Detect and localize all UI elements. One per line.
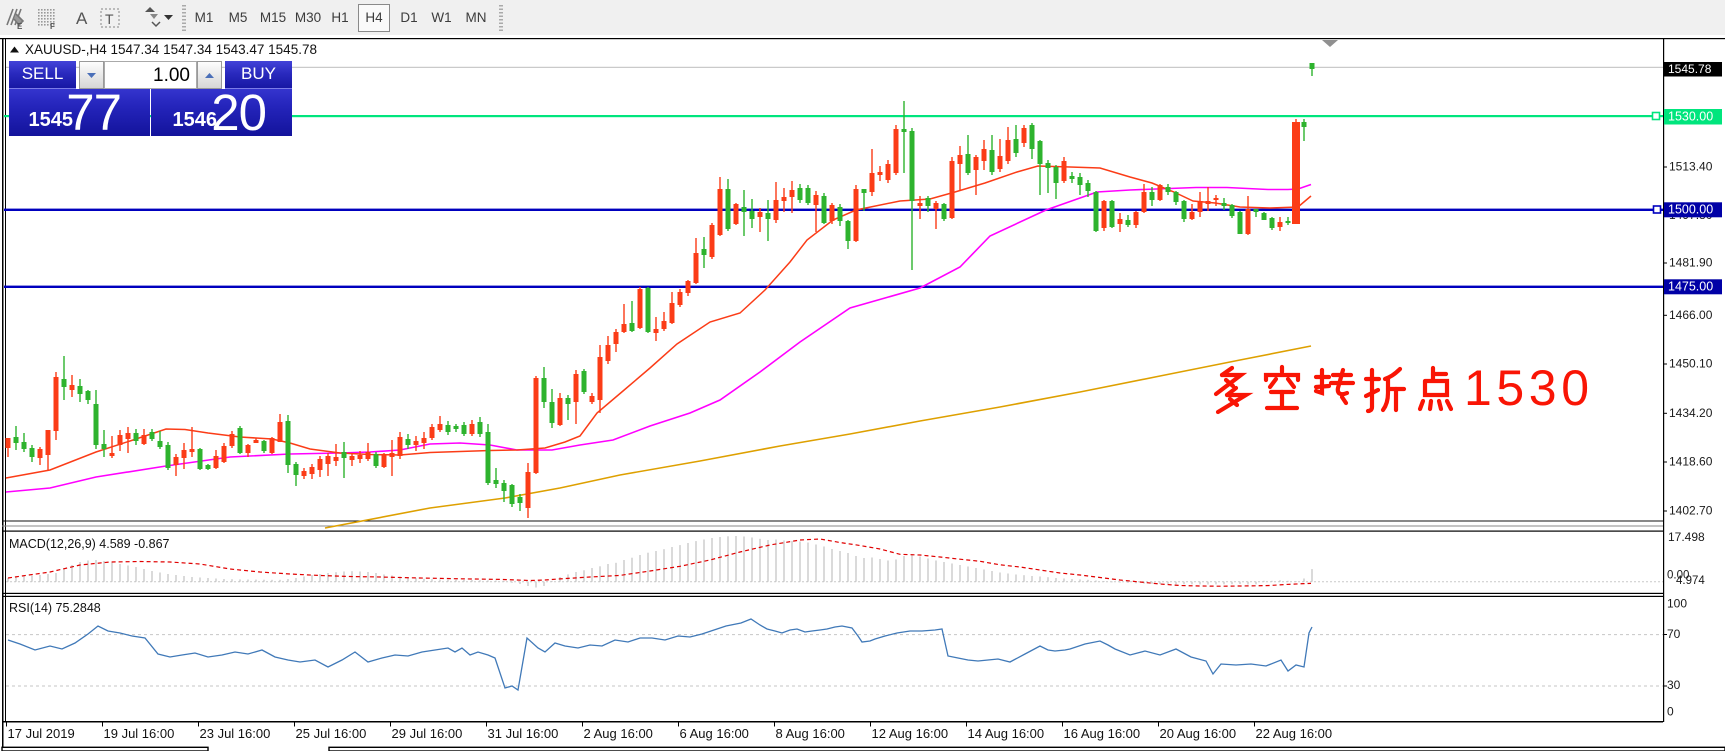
svg-text:1418.60: 1418.60	[1669, 455, 1713, 469]
svg-text:4.974: 4.974	[1676, 575, 1705, 587]
svg-text:30: 30	[1667, 678, 1681, 692]
svg-text:2 Aug 16:00: 2 Aug 16:00	[584, 726, 653, 741]
svg-text:12 Aug 16:00: 12 Aug 16:00	[872, 726, 949, 741]
svg-text:29 Jul 16:00: 29 Jul 16:00	[392, 726, 463, 741]
svg-text:1530.00: 1530.00	[1668, 110, 1713, 124]
svg-text:1434.20: 1434.20	[1669, 406, 1713, 420]
svg-text:22 Aug 16:00: 22 Aug 16:00	[1256, 726, 1333, 741]
svg-text:1545.78: 1545.78	[1668, 62, 1712, 76]
svg-text:1475.00: 1475.00	[1668, 280, 1713, 294]
svg-text:20 Aug 16:00: 20 Aug 16:00	[1160, 726, 1237, 741]
svg-text:T: T	[105, 11, 114, 27]
svg-text:RSI(14) 75.2848: RSI(14) 75.2848	[9, 601, 101, 615]
svg-text:8 Aug 16:00: 8 Aug 16:00	[776, 726, 845, 741]
svg-text:MACD(12,26,9) 4.589 -0.867: MACD(12,26,9) 4.589 -0.867	[9, 537, 170, 551]
svg-text:25 Jul 16:00: 25 Jul 16:00	[296, 726, 367, 741]
svg-text:F: F	[50, 22, 55, 31]
svg-text:1481.90: 1481.90	[1669, 256, 1713, 270]
svg-text:23 Jul 16:00: 23 Jul 16:00	[200, 726, 271, 741]
svg-text:1466.00: 1466.00	[1669, 308, 1713, 322]
svg-text:6 Aug 16:00: 6 Aug 16:00	[680, 726, 749, 741]
svg-text:1402.70: 1402.70	[1669, 504, 1713, 518]
svg-text:17.498: 17.498	[1668, 530, 1705, 544]
svg-text:19 Jul 16:00: 19 Jul 16:00	[104, 726, 175, 741]
svg-text:1513.40: 1513.40	[1669, 160, 1713, 174]
svg-text:31 Jul 16:00: 31 Jul 16:00	[488, 726, 559, 741]
svg-text:100: 100	[1667, 597, 1687, 611]
svg-text:70: 70	[1667, 627, 1681, 641]
svg-text:1450.10: 1450.10	[1669, 357, 1713, 371]
svg-text:14 Aug 16:00: 14 Aug 16:00	[968, 726, 1045, 741]
svg-text:E: E	[17, 22, 23, 31]
svg-text:16 Aug 16:00: 16 Aug 16:00	[1064, 726, 1141, 741]
svg-text:17 Jul 2019: 17 Jul 2019	[8, 726, 75, 741]
svg-text:A: A	[76, 9, 88, 28]
svg-text:1500.00: 1500.00	[1668, 203, 1713, 217]
svg-text:0: 0	[1667, 705, 1674, 719]
svg-text:0.00: 0.00	[1667, 570, 1689, 582]
svg-text:XAUUSD-,H4 1547.34 1547.34 15: XAUUSD-,H4 1547.34 1547.34 1543.47 1545.…	[25, 42, 317, 57]
